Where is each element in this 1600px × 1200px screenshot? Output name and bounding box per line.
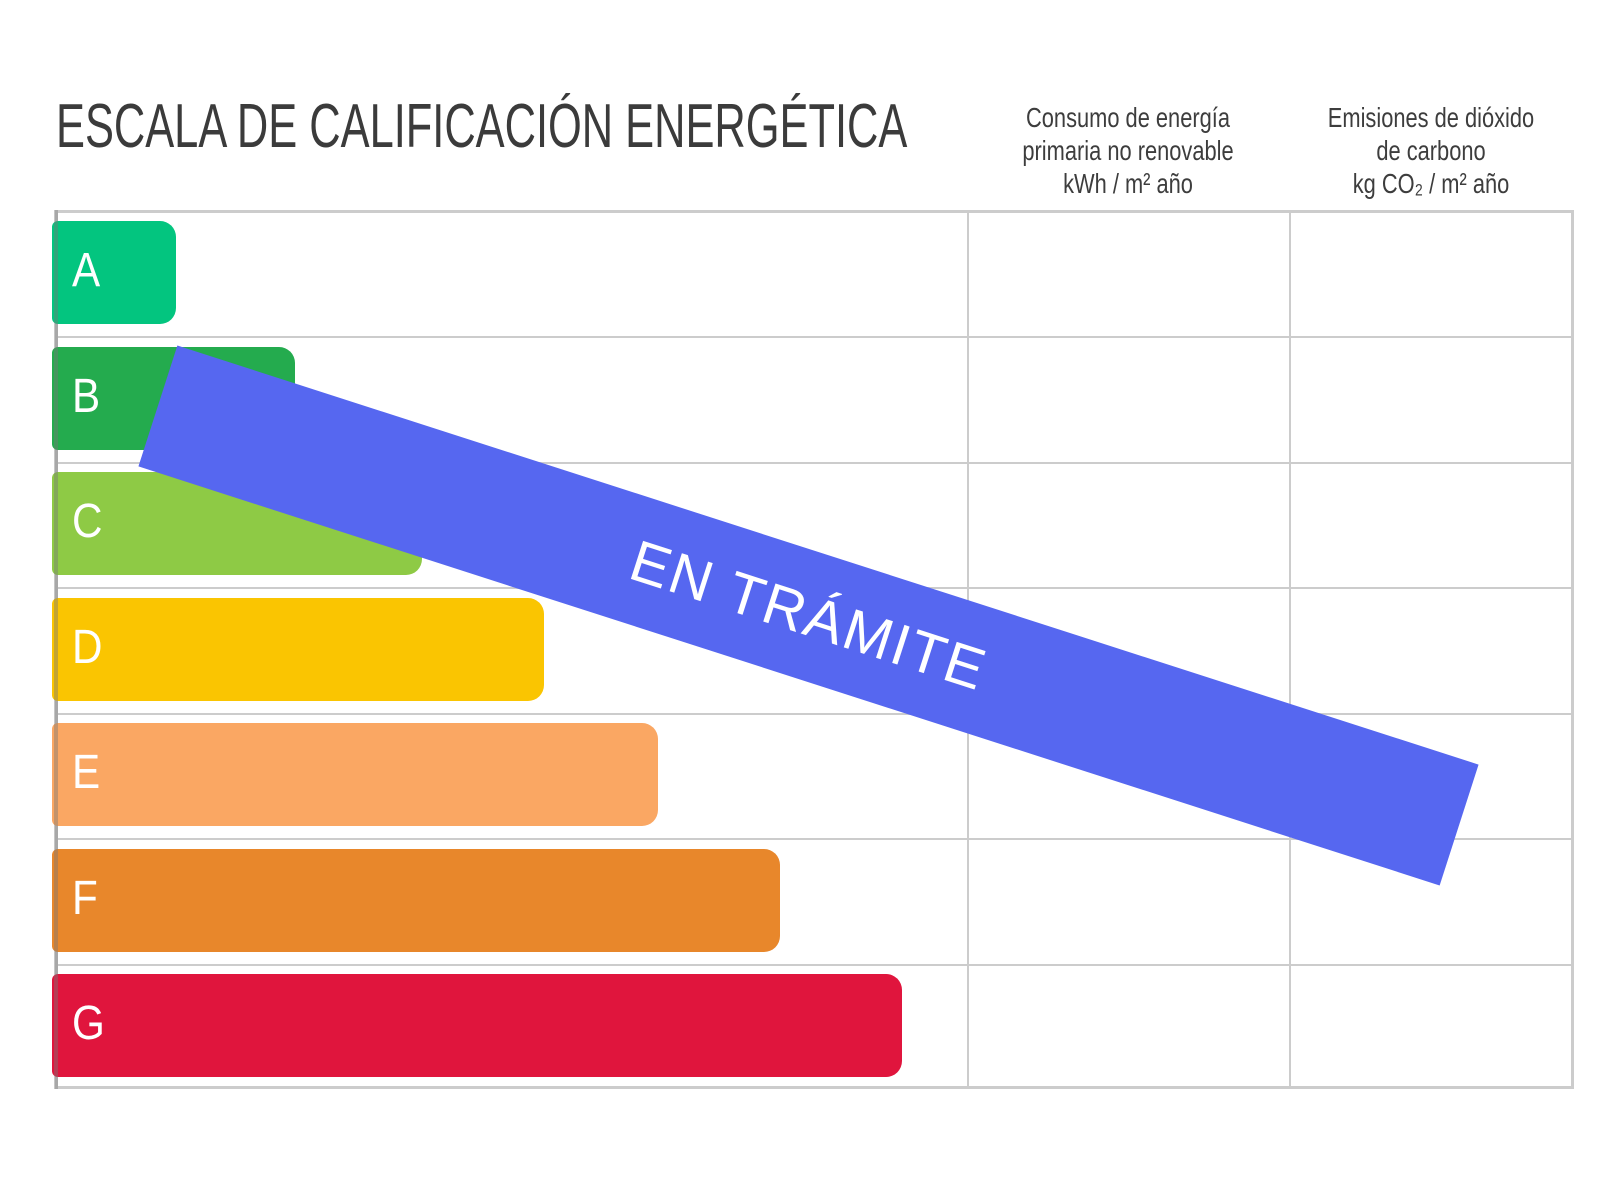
column-separator-emisiones: [1289, 213, 1291, 1086]
column-header-consumo: Consumo de energía primaria no renovable…: [972, 101, 1284, 200]
column-header-line: kWh / m² año: [1063, 168, 1193, 199]
rating-letter-c: C: [72, 494, 103, 548]
rating-bar-g: G: [52, 974, 902, 1077]
column-header-line: Consumo de energía: [1026, 102, 1230, 133]
column-header-line: de carbono: [1376, 135, 1486, 166]
rating-letter-g: G: [72, 996, 105, 1050]
rating-letter-a: A: [72, 243, 101, 297]
row-separator: [58, 713, 1571, 715]
rating-bar-a: A: [52, 221, 176, 324]
table-left-border: [54, 210, 58, 1089]
row-separator: [58, 838, 1571, 840]
row-separator: [58, 336, 1571, 338]
rating-letter-f: F: [72, 871, 98, 925]
rating-bar-e: E: [52, 723, 658, 826]
rating-letter-b: B: [72, 369, 101, 423]
rating-bar-d: D: [52, 598, 544, 701]
rating-letter-d: D: [72, 620, 103, 674]
column-header-line: primaria no renovable: [1022, 135, 1234, 166]
column-header-line: kg CO₂ / m² año: [1352, 168, 1510, 199]
column-header-line: Emisiones de dióxido: [1327, 102, 1535, 133]
page-title: ESCALA DE CALIFICACIÓN ENERGÉTICA: [56, 92, 908, 161]
rating-bar-f: F: [52, 849, 780, 952]
column-header-emisiones: Emisiones de dióxido de carbono kg CO₂ /…: [1275, 101, 1587, 200]
row-separator: [58, 964, 1571, 966]
rating-letter-e: E: [72, 745, 101, 799]
row-separator: [58, 462, 1571, 464]
